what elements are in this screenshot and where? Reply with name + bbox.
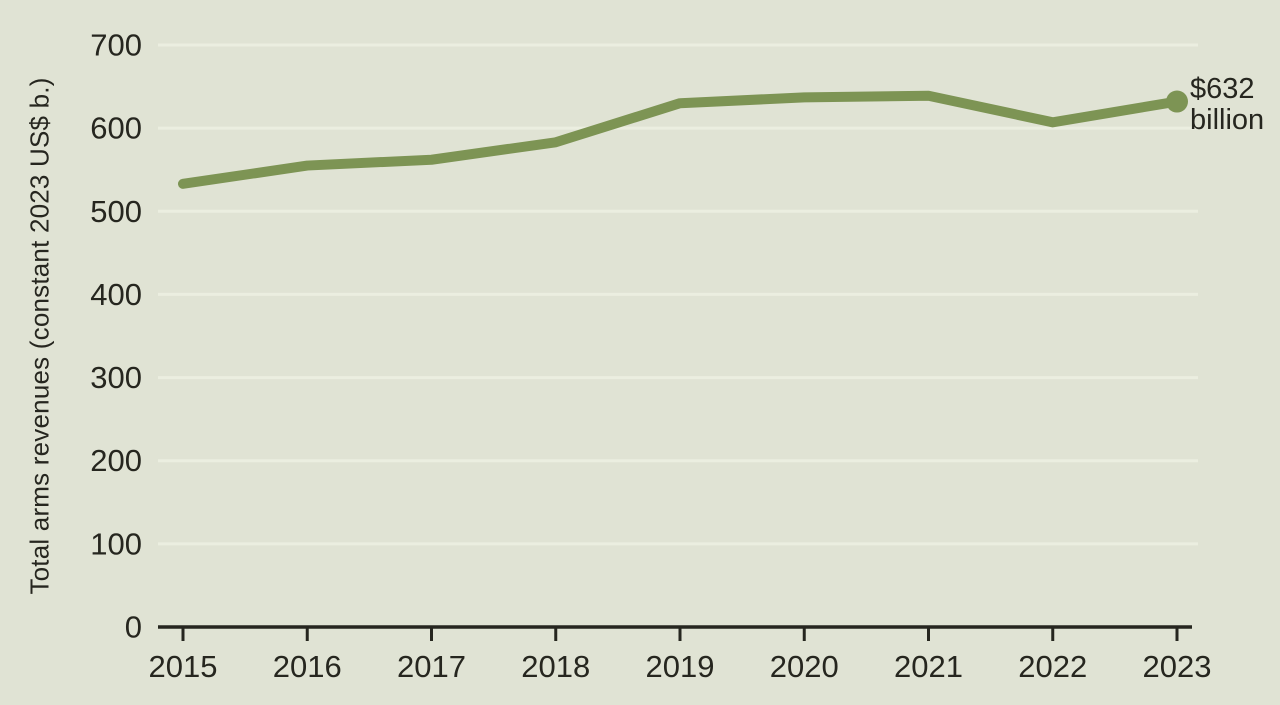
end-value-annotation-line1: $632 — [1190, 73, 1255, 105]
x-tick-label-2021: 2021 — [894, 649, 963, 684]
end-value-annotation: $632 billion — [1190, 74, 1264, 136]
x-tick-label-2018: 2018 — [521, 649, 590, 684]
total-arms-revenues-line — [178, 90, 1182, 189]
x-tick-label-2015: 2015 — [149, 649, 218, 684]
x-tick-label-2017: 2017 — [397, 649, 466, 684]
y-tick-label-200: 200 — [90, 443, 142, 478]
y-tick-label-700: 700 — [90, 28, 142, 63]
y-tick-label-400: 400 — [90, 277, 142, 312]
y-tick-label-600: 600 — [90, 111, 142, 146]
end-value-annotation-line2: billion — [1190, 104, 1265, 136]
x-tick-label-2019: 2019 — [646, 649, 715, 684]
y-tick-label-100: 100 — [90, 526, 142, 561]
x-tick-label-2023: 2023 — [1143, 649, 1212, 684]
x-tick-label-2020: 2020 — [770, 649, 839, 684]
x-tick-label-2022: 2022 — [1018, 649, 1087, 684]
end-point-marker — [1166, 90, 1188, 113]
x-tick-label-2016: 2016 — [273, 649, 342, 684]
y-tick-label-300: 300 — [90, 360, 142, 395]
y-tick-label-0: 0 — [125, 610, 142, 645]
y-tick-label-500: 500 — [90, 194, 142, 229]
